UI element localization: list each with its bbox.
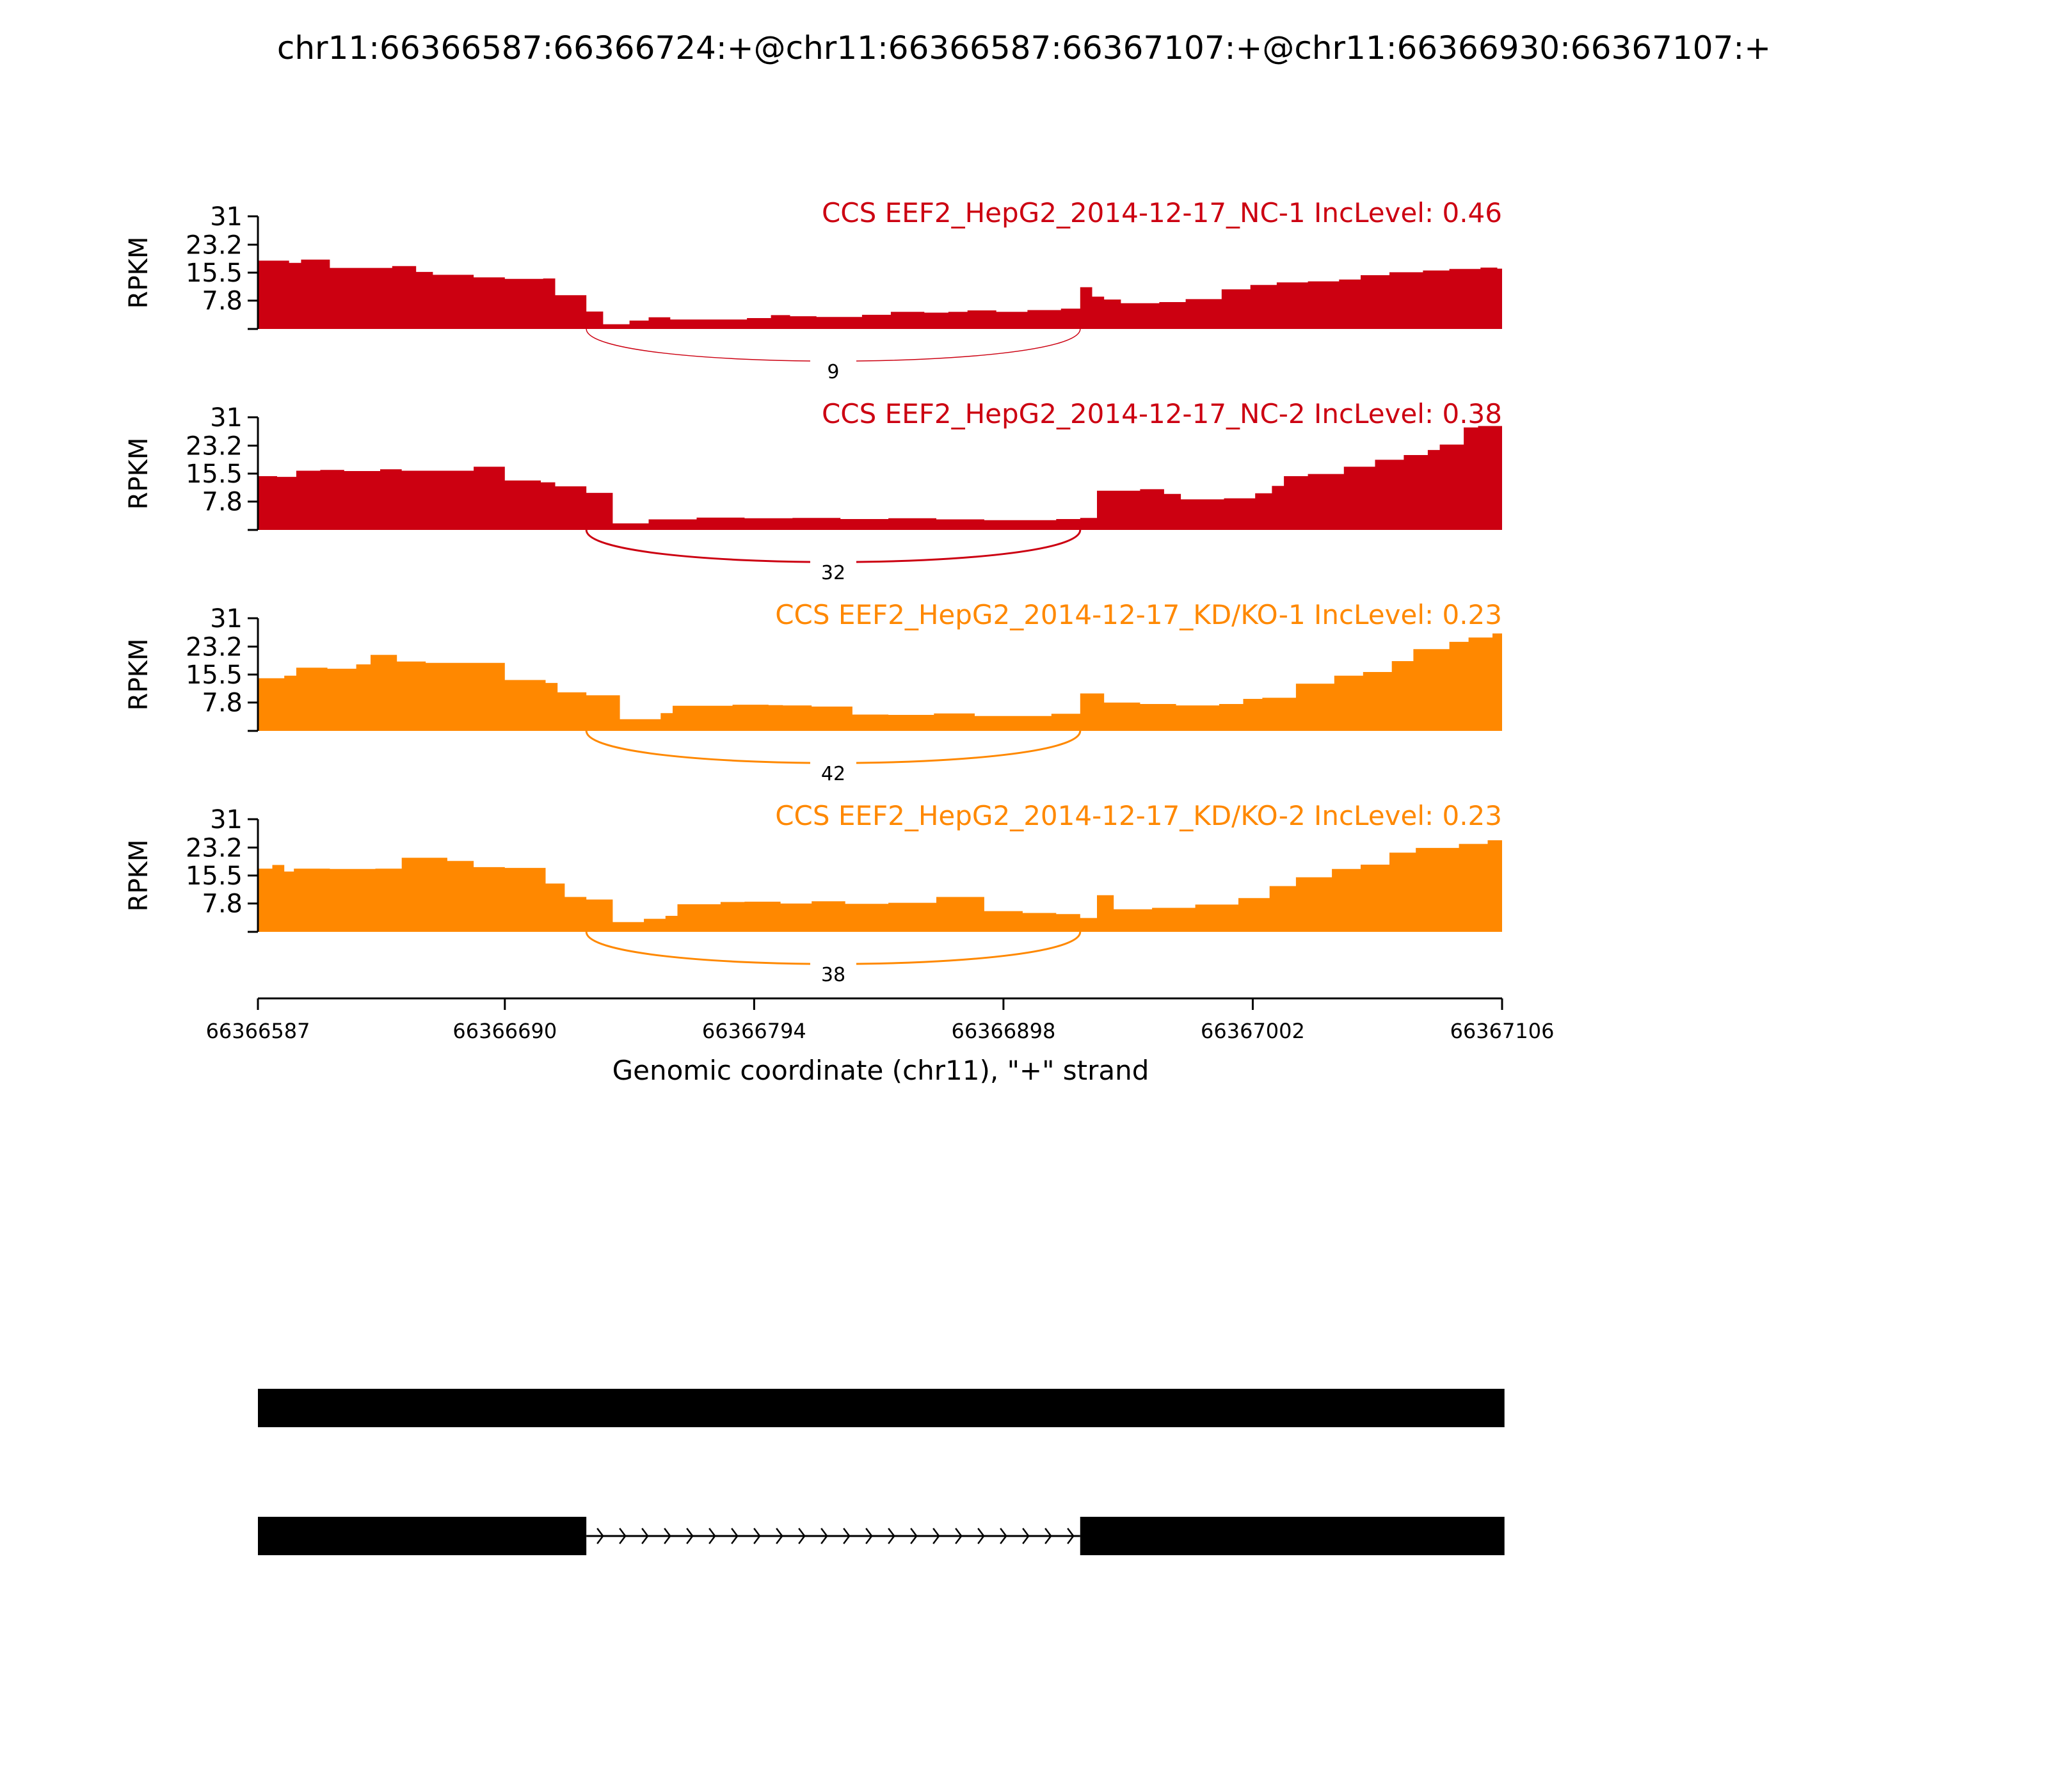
gene-model [258,1389,1505,1555]
x-tick-label: 66367002 [1201,1019,1305,1043]
junction-arc [585,931,1082,965]
y-tick-label: 31 [210,202,243,232]
y-tick-label: 31 [210,604,243,634]
track-label: CCS EEF2_HepG2_2014-12-17_KD/KO-2 IncLev… [775,800,1502,831]
y-axis-label: RPKM [124,840,154,912]
isoform-1-exon [258,1389,1505,1427]
junction-count: 42 [821,763,845,785]
strand-arrow [731,1528,739,1544]
y-tick-label: 31 [210,403,243,433]
y-tick-label: 23.2 [186,431,243,461]
strand-arrow [843,1528,851,1544]
junction-arc [585,529,1082,563]
track-label: CCS EEF2_HepG2_2014-12-17_NC-1 IncLevel:… [822,197,1502,228]
y-tick-label: 23.2 [186,230,243,260]
track-label: CCS EEF2_HepG2_2014-12-17_NC-2 IncLevel:… [822,398,1502,429]
strand-arrow [865,1528,873,1544]
y-tick-label: 15.5 [186,660,243,690]
strand-arrow [708,1528,716,1544]
x-tick-label: 66366898 [951,1019,1055,1043]
strand-arrow [641,1528,649,1544]
strand-arrow [619,1528,627,1544]
y-tick-label: 7.8 [202,287,243,316]
strand-arrow [686,1528,694,1544]
x-axis: 66366587 66366690 66366794 66366898 66367002… [206,997,1555,1043]
strand-arrow [776,1528,783,1544]
y-axis-label: RPKM [124,639,154,711]
coverage-area [258,259,1502,329]
y-tick-label: 7.8 [202,689,243,718]
junction-count-bg [810,357,856,383]
strand-arrow [820,1528,828,1544]
y-tick-label: 7.8 [202,488,243,517]
strand-arrow [798,1528,806,1544]
coverage-area [258,426,1502,530]
y-tick-label: 7.8 [202,890,243,919]
strand-arrow [1000,1528,1007,1544]
isoform-2-exon [1080,1517,1505,1555]
junction-count-bg [810,960,856,986]
strand-arrow [753,1528,761,1544]
y-tick-label: 23.2 [186,833,243,863]
y-tick-label: 15.5 [186,259,243,288]
junction-arc [585,730,1082,764]
chart-title: chr11:66366587:66366724:+@chr11:66366587… [277,29,1771,67]
isoform-2-exon [258,1517,587,1555]
junction-arc [586,328,1081,362]
strand-arrow [664,1528,671,1544]
strand-arrow [955,1528,963,1544]
x-tick-label: 66366794 [702,1019,806,1043]
y-tick-label: 23.2 [186,632,243,662]
coverage-area [258,840,1502,932]
x-tick-label: 66366587 [206,1019,310,1043]
track-label: CCS EEF2_HepG2_2014-12-17_KD/KO-1 IncLev… [775,599,1502,630]
strand-arrow [910,1528,918,1544]
strand-arrow [932,1528,940,1544]
x-axis-label: Genomic coordinate (chr11), "+" strand [612,1055,1149,1086]
x-tick-label: 66367106 [1450,1019,1555,1043]
strand-arrow [596,1528,604,1544]
strand-arrow [888,1528,895,1544]
y-tick-label: 15.5 [186,460,243,489]
junction-count-bg [810,558,856,584]
junction-count: 9 [827,361,839,383]
strand-arrow [977,1528,985,1544]
y-axis-label: RPKM [124,438,154,510]
y-tick-label: 15.5 [186,861,243,891]
coverage-area [258,633,1502,731]
y-tick-label: 31 [210,805,243,835]
y-axis-label: RPKM [124,237,154,309]
junction-count: 38 [821,964,845,986]
strand-arrow [1044,1528,1052,1544]
junction-count-bg [810,759,856,785]
junction-count: 32 [821,562,845,584]
x-tick-label: 66366690 [452,1019,557,1043]
strand-arrow [1067,1528,1075,1544]
strand-arrow [1022,1528,1030,1544]
